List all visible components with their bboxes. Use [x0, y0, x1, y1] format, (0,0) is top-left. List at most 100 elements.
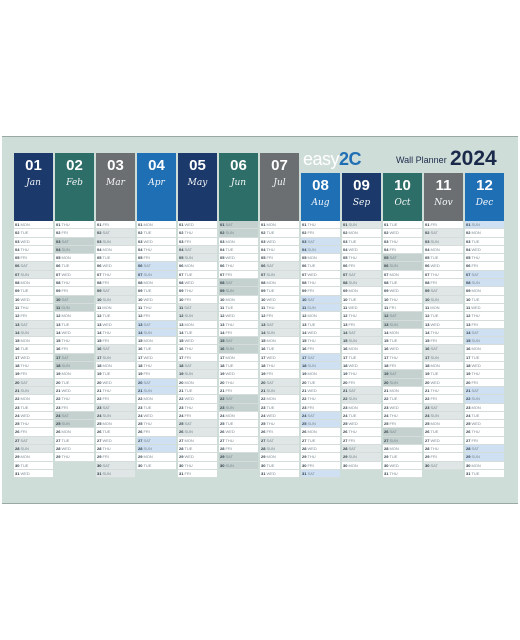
day-cell[interactable]: 01SAT — [219, 221, 258, 230]
day-cell[interactable]: 05FRI — [14, 254, 53, 263]
day-cell[interactable]: 24WED — [260, 412, 299, 421]
day-cell[interactable]: 07WED — [301, 271, 340, 280]
day-cell[interactable]: 26TUE — [96, 428, 135, 437]
day-cell[interactable]: 11WED — [342, 304, 381, 313]
day-cell[interactable]: 25MON — [424, 420, 463, 429]
day-cell[interactable]: 13TUE — [55, 321, 94, 329]
day-cell[interactable]: 13THU — [219, 321, 258, 329]
day-cell[interactable]: 23TUE — [260, 404, 299, 412]
day-cell[interactable]: 19FRI — [14, 370, 53, 379]
day-cell[interactable]: 22MON — [260, 395, 299, 404]
day-cell[interactable]: 29SUN — [465, 453, 504, 462]
day-cell[interactable]: 11SAT — [178, 303, 217, 313]
day-cell[interactable]: 21FRI — [219, 387, 258, 396]
day-cell[interactable]: 29SAT — [219, 453, 258, 462]
day-cell[interactable]: 06MON — [178, 262, 217, 271]
day-cell[interactable]: 18SAT — [178, 362, 217, 371]
day-cell[interactable]: 15THU — [301, 337, 340, 346]
day-cell[interactable]: 16SUN — [219, 345, 258, 354]
day-cell[interactable]: 30MON — [465, 462, 504, 470]
day-cell[interactable]: 04SUN — [301, 245, 340, 255]
day-cell[interactable]: 21SUN — [14, 386, 53, 396]
day-cell[interactable]: 28SAT — [465, 445, 504, 454]
day-cell[interactable]: 24SUN — [96, 411, 135, 421]
day-cell[interactable]: 10MON — [219, 296, 258, 304]
day-cell[interactable]: 18THU — [137, 362, 176, 371]
day-cell[interactable]: 03SAT — [301, 237, 340, 246]
day-cell[interactable]: 03TUE — [342, 238, 381, 246]
day-cell[interactable]: 23SUN — [219, 403, 258, 412]
day-cell[interactable]: 15WED — [178, 337, 217, 346]
day-cell[interactable]: 02TUE — [14, 229, 53, 238]
day-cell[interactable]: 08SUN — [465, 279, 504, 288]
day-cell[interactable]: 28THU — [424, 445, 463, 454]
day-cell[interactable]: 02SAT — [96, 229, 135, 238]
day-cell[interactable]: 12FRI — [14, 312, 53, 321]
day-cell[interactable]: 31WED — [260, 470, 299, 479]
day-cell[interactable]: 12THU — [342, 312, 381, 321]
day-cell[interactable]: 29FRI — [424, 453, 463, 462]
day-cell[interactable]: 24FRI — [178, 412, 217, 421]
day-cell[interactable]: 07TUE — [178, 271, 217, 280]
day-cell[interactable]: 21TUE — [178, 387, 217, 396]
day-cell[interactable]: 04TUE — [219, 246, 258, 255]
day-cell[interactable]: 04THU — [260, 246, 299, 255]
day-cell[interactable]: 08THU — [55, 279, 94, 288]
day-cell[interactable]: 16TUE — [137, 345, 176, 354]
day-cell[interactable]: 09THU — [178, 287, 217, 296]
day-cell[interactable]: 14SUN — [260, 328, 299, 338]
day-cell[interactable]: 06TUE — [55, 262, 94, 271]
day-cell[interactable]: 28WED — [55, 445, 94, 454]
day-cell[interactable]: 25THU — [260, 420, 299, 429]
day-cell[interactable]: 24SAT — [301, 411, 340, 421]
day-cell[interactable]: 07MON — [383, 271, 422, 280]
day-cell[interactable]: 24SUN — [424, 411, 463, 421]
day-cell[interactable]: 23TUE — [14, 404, 53, 412]
day-cell[interactable]: 04THU — [14, 246, 53, 255]
day-cell[interactable]: 24MON — [219, 412, 258, 421]
day-cell[interactable]: 03TUE — [465, 238, 504, 246]
day-cell[interactable]: 18THU — [14, 362, 53, 371]
day-cell[interactable]: 29SUN — [342, 453, 381, 462]
day-cell[interactable]: 20SAT — [137, 378, 176, 387]
day-cell[interactable]: 26MON — [55, 428, 94, 437]
day-cell[interactable]: 17SAT — [55, 353, 94, 363]
day-cell[interactable]: 07THU — [424, 271, 463, 280]
day-cell[interactable]: 28THU — [96, 445, 135, 454]
day-cell[interactable]: 07SAT — [342, 270, 381, 280]
day-cell[interactable]: 22THU — [301, 395, 340, 404]
day-cell[interactable]: 20TUE — [301, 379, 340, 387]
day-cell[interactable]: 21WED — [301, 387, 340, 396]
day-cell[interactable]: 08SAT — [219, 279, 258, 288]
day-cell[interactable]: 05MON — [55, 254, 94, 263]
day-cell[interactable]: 20THU — [219, 379, 258, 387]
day-cell[interactable]: 12SUN — [178, 312, 217, 321]
day-cell[interactable]: 22FRI — [424, 395, 463, 404]
day-cell[interactable]: 07SAT — [465, 270, 504, 280]
day-cell[interactable]: 23FRI — [301, 404, 340, 412]
day-cell[interactable]: 21WED — [55, 387, 94, 396]
day-cell[interactable]: 08SUN — [342, 279, 381, 288]
day-cell[interactable]: 02THU — [178, 229, 217, 238]
day-cell[interactable]: 14FRI — [219, 329, 258, 338]
day-cell[interactable]: 05THU — [342, 254, 381, 263]
day-cell[interactable]: 15MON — [137, 337, 176, 346]
day-cell[interactable]: 18MON — [424, 362, 463, 371]
day-cell[interactable]: 03WED — [14, 238, 53, 246]
day-cell[interactable]: 04SAT — [178, 245, 217, 255]
day-cell[interactable]: 18SUN — [55, 362, 94, 371]
day-cell[interactable]: 05FRI — [137, 254, 176, 263]
day-cell[interactable]: 21SUN — [137, 386, 176, 396]
day-cell[interactable]: 30SUN — [219, 461, 258, 470]
day-cell[interactable]: 10SAT — [55, 295, 94, 304]
day-cell[interactable]: 25SUN — [55, 420, 94, 429]
day-cell[interactable]: 19WED — [219, 370, 258, 379]
day-cell[interactable]: 13WED — [96, 321, 135, 329]
day-cell[interactable]: 06THU — [219, 262, 258, 271]
day-cell[interactable]: 12FRI — [260, 312, 299, 321]
day-cell[interactable]: 02WED — [383, 229, 422, 238]
day-cell[interactable]: 29TUE — [383, 453, 422, 462]
day-cell[interactable]: 31WED — [14, 470, 53, 479]
day-cell[interactable]: 30MON — [342, 462, 381, 470]
day-cell[interactable]: 25FRI — [383, 420, 422, 429]
